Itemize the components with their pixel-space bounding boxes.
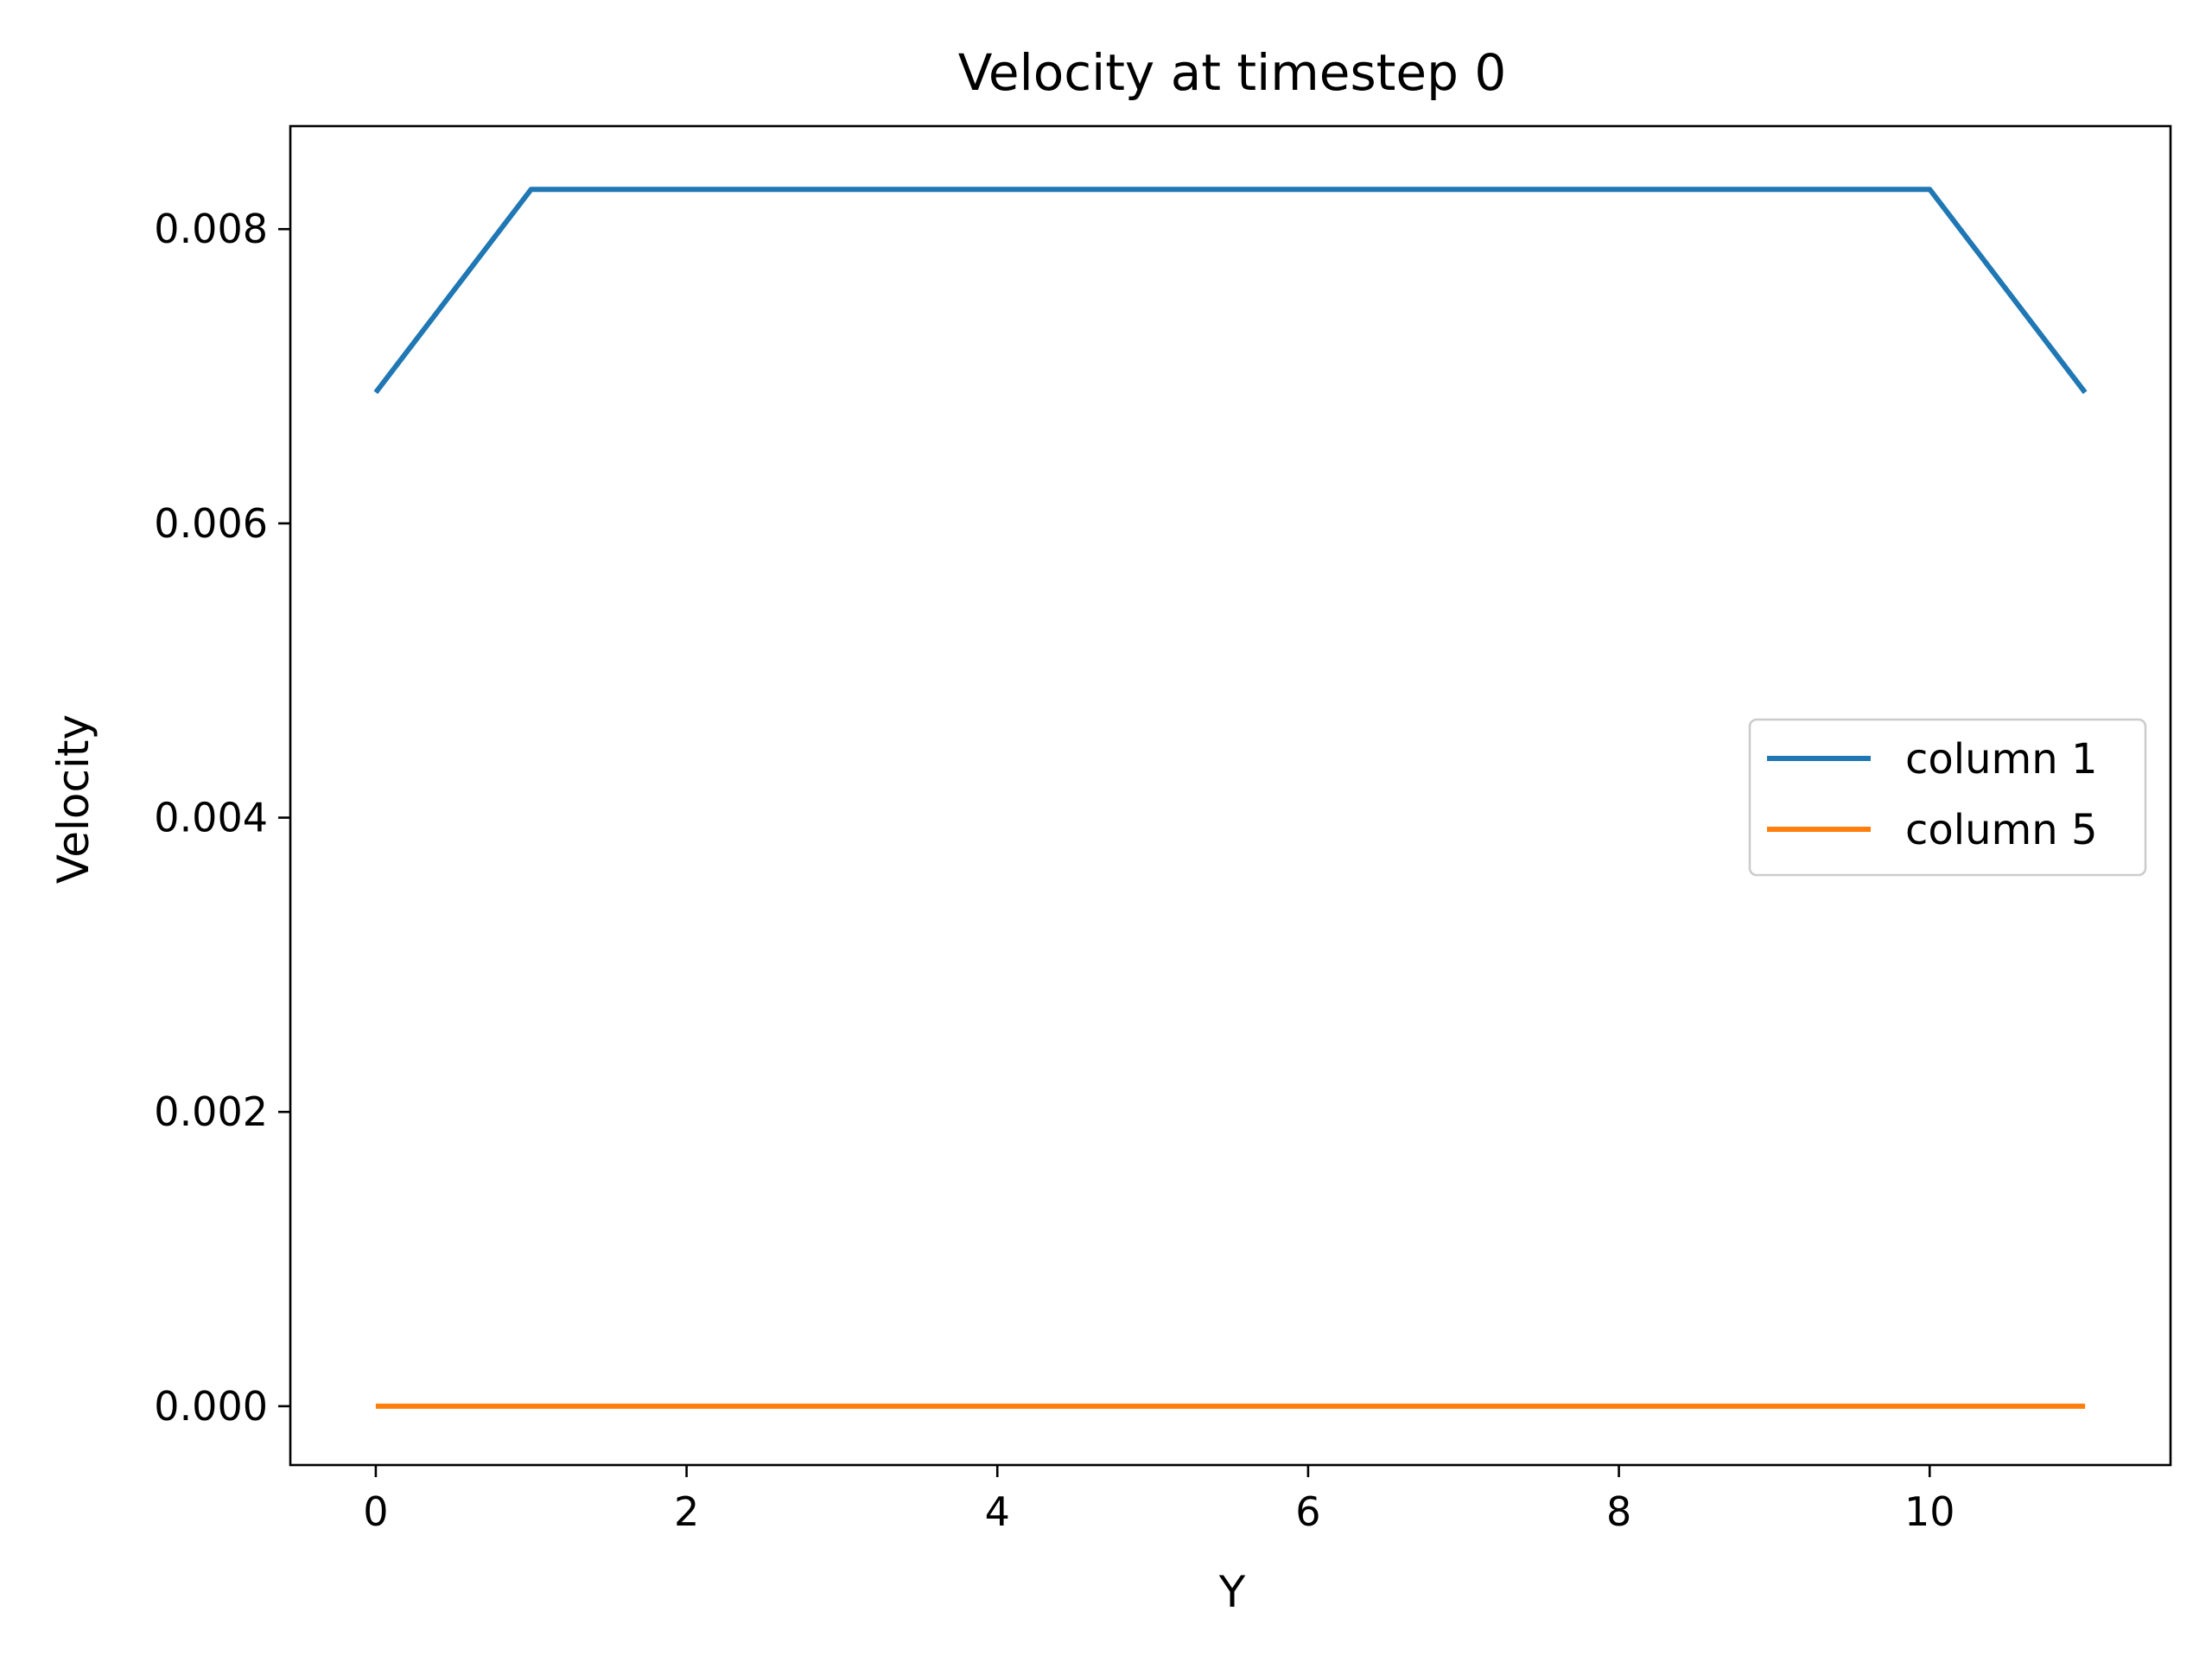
axes-frame (289, 124, 2172, 1467)
y-axis-label: Velocity (48, 714, 99, 884)
legend: column 1 column 5 (1748, 718, 2147, 877)
legend-label: column 5 (1905, 806, 2098, 854)
x-tick-label: 2 (674, 1488, 699, 1535)
y-tick-label: 0.002 (154, 1088, 268, 1135)
y-tick-label: 0.000 (154, 1383, 268, 1430)
y-tick-label: 0.006 (154, 500, 268, 547)
y-tick-label: 0.008 (154, 206, 268, 252)
x-axis-label: Y (1218, 1567, 1246, 1617)
series-line-column-1 (373, 187, 2088, 395)
x-tick-label: 6 (1295, 1488, 1320, 1535)
plot-area: 0 2 4 6 8 10 0.000 0.002 0.004 0.006 0.008 column 1… (154, 124, 2172, 1535)
chart-title: Velocity at timestep 0 (958, 43, 1507, 102)
x-tick-label: 4 (985, 1488, 1010, 1535)
y-tick-label: 0.004 (154, 795, 268, 841)
x-tick-label: 10 (1904, 1488, 1955, 1535)
legend-label: column 1 (1905, 735, 2098, 783)
x-tick-label: 8 (1606, 1488, 1631, 1535)
x-tick-label: 0 (363, 1488, 388, 1535)
